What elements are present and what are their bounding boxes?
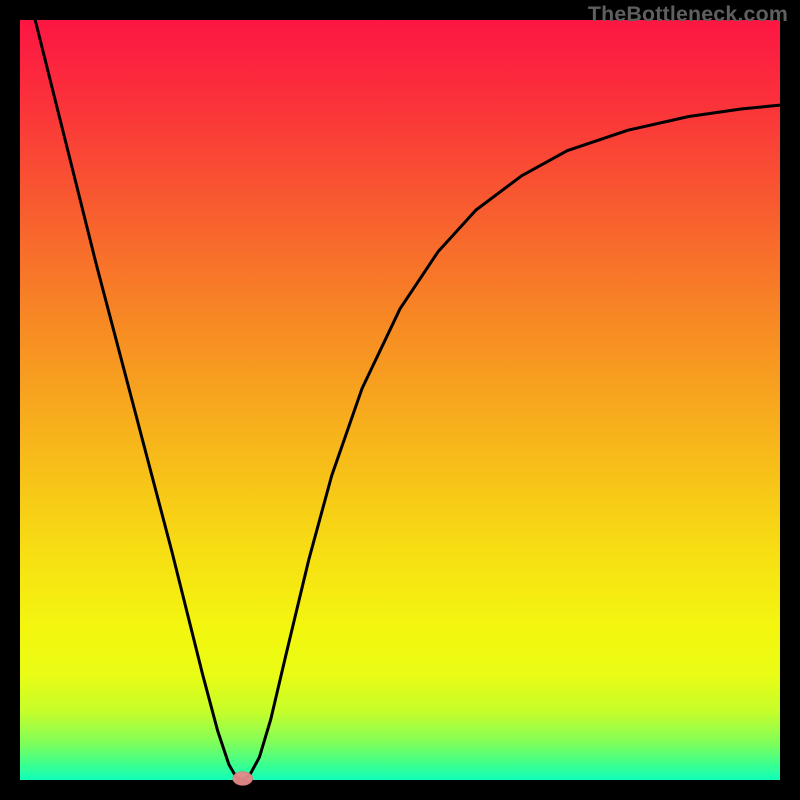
chart-frame: TheBottleneck.com (0, 0, 800, 800)
watermark-text: TheBottleneck.com (588, 2, 788, 27)
plot-background (20, 20, 780, 780)
chart-svg (0, 0, 800, 800)
minimum-marker (233, 771, 253, 785)
